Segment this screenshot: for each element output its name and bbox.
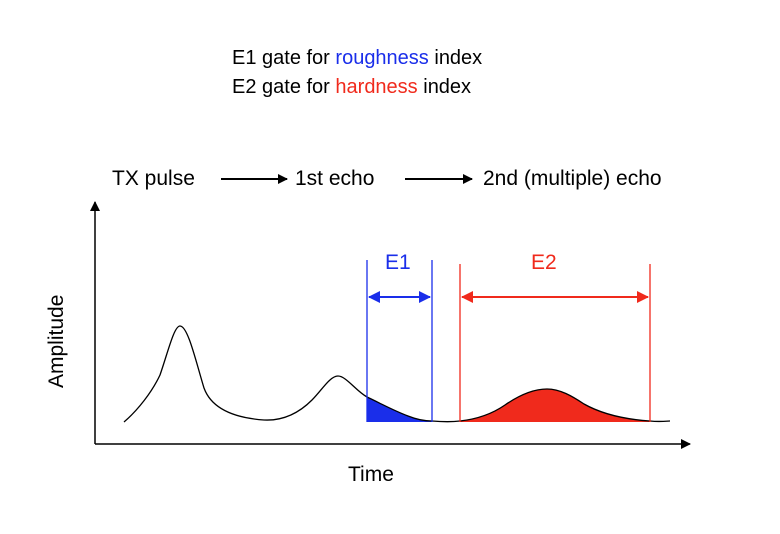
e2-gate-label: E2 [531,251,557,274]
title-line-2-suffix: index [418,76,471,98]
title-line-1-prefix: E1 gate for [232,47,335,69]
hardness-keyword: hardness [335,76,417,98]
e2-shaded-region [460,389,650,422]
e1-gate-label: E1 [385,251,411,274]
title-line-2-prefix: E2 gate for [232,76,335,98]
y-axis-label: Amplitude [45,295,68,388]
title-line-2: E2 gate for hardness index [232,76,471,98]
e1-shaded-region [367,397,432,422]
second-echo-label: 2nd (multiple) echo [483,167,662,190]
tx-pulse-label: TX pulse [112,167,195,190]
signal-curve [123,325,671,423]
first-echo-label: 1st echo [295,167,374,190]
roughness-keyword: roughness [335,47,428,69]
x-axis-label: Time [348,463,394,486]
title-line-1: E1 gate for roughness index [232,47,482,69]
title-line-1-suffix: index [429,47,482,69]
